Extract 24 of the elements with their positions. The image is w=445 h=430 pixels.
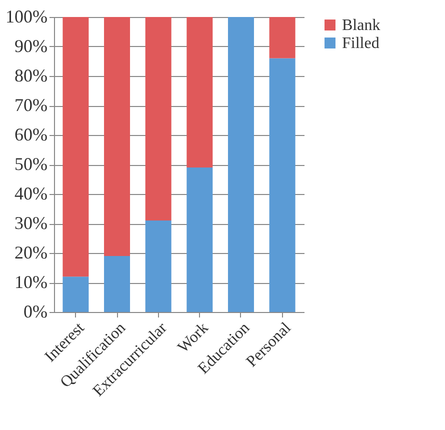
bar — [145, 220, 172, 312]
y-tick-label: 50% — [14, 154, 48, 174]
y-tick-label: 0% — [24, 302, 48, 322]
y-tick-label: 80% — [14, 66, 48, 86]
y-tick-label: 10% — [14, 272, 48, 292]
y-tick-label: 30% — [14, 213, 48, 233]
bar — [186, 167, 213, 312]
bar — [62, 276, 89, 312]
y-tick-label: 100% — [6, 6, 48, 26]
bar — [228, 17, 254, 312]
y-tick-label: 40% — [14, 184, 48, 204]
bar — [104, 17, 130, 256]
bar — [269, 17, 296, 58]
bar — [269, 58, 296, 312]
legend-label: Filled — [342, 35, 380, 52]
legend-label: Blank — [342, 17, 380, 34]
y-tick-label: 20% — [14, 242, 48, 262]
bar — [186, 17, 213, 168]
y-tick-label: 70% — [14, 95, 48, 115]
y-tick-label: 90% — [14, 36, 48, 56]
bar — [145, 17, 172, 221]
bar — [104, 256, 130, 312]
y-tick-label: 60% — [14, 124, 48, 144]
bar — [62, 17, 89, 277]
